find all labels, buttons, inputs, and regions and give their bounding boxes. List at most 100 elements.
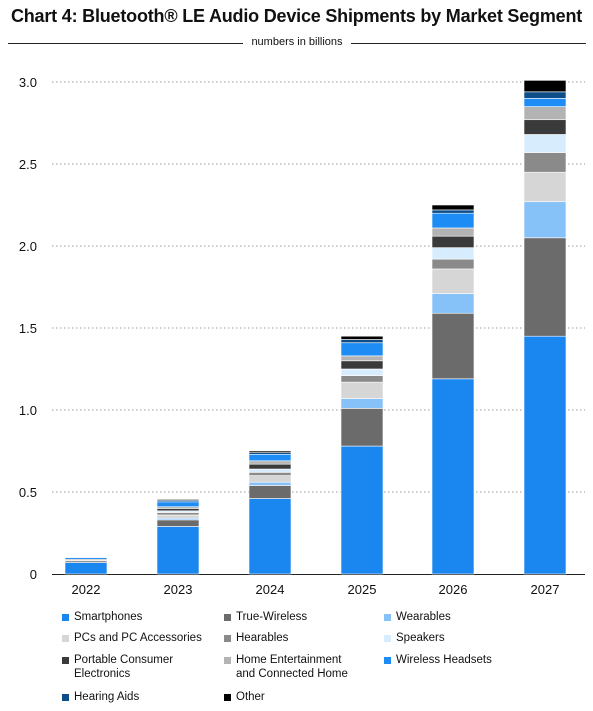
bar-segment-speakers — [523, 134, 567, 153]
legend-label: Smartphones — [74, 611, 143, 623]
bar-segment-pcs-and-pc-accessories — [156, 514, 200, 519]
y-tick-label: 3.0 — [19, 75, 37, 90]
x-tick-label: 2027 — [531, 582, 560, 597]
bar-segment-smartphones — [431, 378, 475, 575]
bar-segment-wireless-headsets — [64, 557, 108, 560]
legend-label: PCs and PC Accessories — [74, 632, 202, 644]
legend-swatch — [62, 694, 69, 701]
y-tick-label: 0.5 — [19, 485, 37, 500]
legend-item: PCs and PC Accessories — [62, 631, 202, 645]
bar-segment-other — [156, 499, 200, 501]
bar-segment-wireless-headsets — [431, 212, 475, 229]
x-tick-label: 2022 — [72, 582, 101, 597]
bar-segment-true-wireless — [156, 519, 200, 527]
legend-swatch — [224, 614, 231, 621]
bar-segment-other — [340, 335, 384, 340]
legend-swatch — [62, 614, 69, 621]
legend-label: Home Entertainment and Connected Home — [236, 654, 348, 680]
legend-label: Hearing Aids — [74, 691, 140, 703]
y-tick-label: 2.0 — [19, 239, 37, 254]
bar-segment-home-entertainment-and-connected-home — [431, 227, 475, 237]
bar-segment-wireless-headsets — [340, 342, 384, 357]
legend-label: Portable Consumer Electronics — [74, 654, 174, 680]
bar-segment-other — [248, 450, 292, 453]
legend-item: Wireless Headsets — [384, 653, 492, 667]
bar-segment-home-entertainment-and-connected-home — [248, 460, 292, 465]
bar-segment-pcs-and-pc-accessories — [248, 475, 292, 483]
bar-segment-portable-consumer-electronics — [156, 508, 200, 512]
legend-item: Wearables — [384, 610, 451, 624]
chart-subtitle-text: numbers in billions — [243, 36, 351, 48]
legend-item: Portable Consumer Electronics — [62, 653, 173, 681]
legend-item: Other — [224, 690, 265, 704]
bar-segment-speakers — [340, 368, 384, 376]
bar-segment-smartphones — [156, 526, 200, 575]
bar-segment-other — [431, 204, 475, 211]
bar-segment-pcs-and-pc-accessories — [523, 171, 567, 203]
bar-segment-wearables — [431, 293, 475, 314]
bar-segment-home-entertainment-and-connected-home — [523, 106, 567, 121]
bar-segment-wireless-headsets — [248, 453, 292, 462]
bar-segment-hearing-aids — [523, 91, 567, 99]
bar-segment-hearing-aids — [431, 209, 475, 214]
bar-segment-hearing-aids — [340, 339, 384, 344]
subtitle-row: numbers in billions — [8, 34, 586, 54]
legend-swatch — [384, 635, 391, 642]
legend-item: Hearing Aids — [62, 690, 139, 704]
bar-segment-true-wireless — [523, 237, 567, 337]
legend-item: Home Entertainment and Connected Home — [224, 653, 348, 681]
bar-segment-speakers — [431, 247, 475, 260]
y-tick-label: 0 — [30, 567, 37, 582]
bar-segment-hearables — [340, 375, 384, 383]
legend-label: Wireless Headsets — [396, 654, 492, 666]
bar-segment-wireless-headsets — [523, 98, 567, 107]
legend-label: Wearables — [396, 611, 451, 623]
x-tick-label: 2023 — [164, 582, 193, 597]
y-tick-label: 2.5 — [19, 157, 37, 172]
y-tick-label: 1.0 — [19, 403, 37, 418]
legend-item: True-Wireless — [224, 610, 307, 624]
bar-segment-portable-consumer-electronics — [523, 119, 567, 135]
bar-segment-hearables — [523, 152, 567, 173]
bar-segment-hearables — [431, 258, 475, 270]
legend-swatch — [62, 635, 69, 642]
bar-segment-true-wireless — [248, 485, 292, 499]
bar-segment-hearables — [248, 472, 292, 476]
bar-segment-hearables — [156, 512, 200, 516]
legend-swatch — [224, 635, 231, 642]
bar-segment-portable-consumer-electronics — [340, 360, 384, 370]
legend-item: Hearables — [224, 631, 288, 645]
bar-segment-wearables — [340, 398, 384, 409]
legend-label: Other — [236, 691, 265, 703]
legend-swatch — [224, 694, 231, 701]
legend-item: Smartphones — [62, 610, 142, 624]
legend-item: Speakers — [384, 631, 445, 645]
bar-segment-other — [523, 80, 567, 93]
bar-segment-pcs-and-pc-accessories — [431, 268, 475, 294]
bar-segment-smartphones — [523, 335, 567, 575]
legend-label: Speakers — [396, 632, 445, 644]
legend-label: True-Wireless — [236, 611, 308, 623]
bar-segment-pcs-and-pc-accessories — [340, 381, 384, 399]
chart-title: Chart 4: Bluetooth® LE Audio Device Ship… — [10, 6, 583, 26]
bar-segment-smartphones — [64, 562, 108, 575]
legend-swatch — [62, 657, 69, 664]
bar-segment-speakers — [248, 468, 292, 473]
legend-swatch — [224, 657, 231, 664]
x-tick-label: 2026 — [439, 582, 468, 597]
bar-segment-wireless-headsets — [156, 501, 200, 508]
bar-segment-portable-consumer-electronics — [248, 463, 292, 470]
bar-segment-wearables — [523, 201, 567, 239]
bar-segment-home-entertainment-and-connected-home — [340, 355, 384, 362]
y-tick-label: 1.5 — [19, 321, 37, 336]
bar-segment-smartphones — [340, 445, 384, 575]
bar-segment-true-wireless — [340, 408, 384, 447]
legend-label: Hearables — [236, 632, 289, 644]
bar-segment-portable-consumer-electronics — [431, 235, 475, 248]
bar-segment-smartphones — [248, 498, 292, 575]
legend-swatch — [384, 614, 391, 621]
bar-segment-true-wireless — [431, 312, 475, 380]
x-tick-label: 2025 — [348, 582, 377, 597]
bar-segment-wearables — [248, 481, 292, 486]
